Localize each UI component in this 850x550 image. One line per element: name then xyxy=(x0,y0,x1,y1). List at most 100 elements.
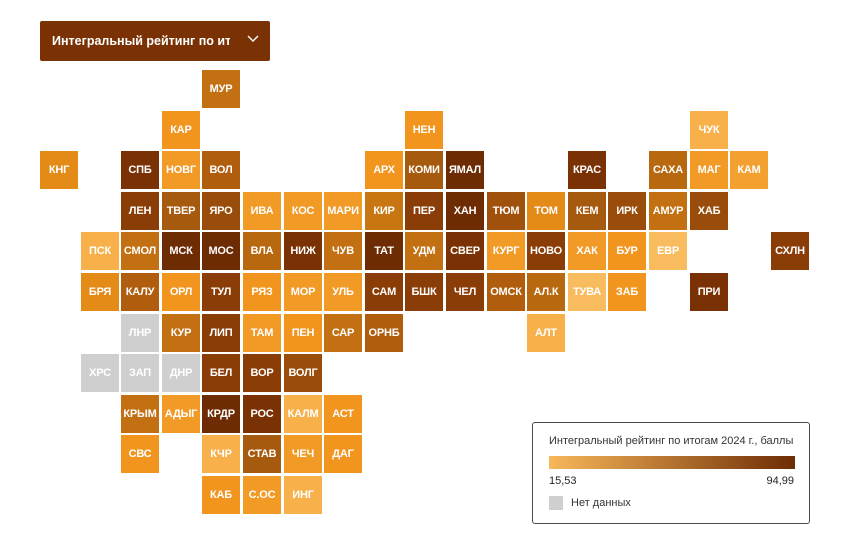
region-tile-амур[interactable]: АМУР xyxy=(649,192,687,230)
region-tile-бур[interactable]: БУР xyxy=(608,232,646,270)
region-tile-евр[interactable]: ЕВР xyxy=(649,232,687,270)
region-tile-крым[interactable]: КРЫМ xyxy=(121,395,159,433)
legend-max-value: 94,99 xyxy=(766,475,794,487)
region-tile-мор[interactable]: МОР xyxy=(284,273,322,311)
region-tile-сам[interactable]: САМ xyxy=(365,273,403,311)
region-tile-ниж[interactable]: НИЖ xyxy=(284,232,322,270)
region-tile-волг[interactable]: ВОЛГ xyxy=(284,354,322,392)
region-tile-аст[interactable]: АСТ xyxy=(324,395,362,433)
region-tile-саха[interactable]: САХА xyxy=(649,151,687,189)
region-tile-днр[interactable]: ДНР xyxy=(162,354,200,392)
region-tile-тува[interactable]: ТУВА xyxy=(568,273,606,311)
region-tile-бшк[interactable]: БШК xyxy=(405,273,443,311)
region-tile-кир[interactable]: КИР xyxy=(365,192,403,230)
region-tile-свс[interactable]: СВС xyxy=(121,435,159,473)
region-tile-сар[interactable]: САР xyxy=(324,314,362,352)
region-tile-смол[interactable]: СМОЛ xyxy=(121,232,159,270)
region-tile-чув[interactable]: ЧУВ xyxy=(324,232,362,270)
region-tile-кчр[interactable]: КЧР xyxy=(202,435,240,473)
region-tile-там[interactable]: ТАМ xyxy=(243,314,281,352)
region-tile-лип[interactable]: ЛИП xyxy=(202,314,240,352)
region-tile-мари[interactable]: МАРИ xyxy=(324,192,362,230)
region-tile-кам[interactable]: КАМ xyxy=(730,151,768,189)
region-tile-став[interactable]: СТАВ xyxy=(243,435,281,473)
region-tile-мур[interactable]: МУР xyxy=(202,70,240,108)
no-data-label: Нет данных xyxy=(571,497,631,509)
region-tile-тат[interactable]: ТАТ xyxy=(365,232,403,270)
region-tile-нен[interactable]: НЕН xyxy=(405,111,443,149)
legend-min-value: 15,53 xyxy=(549,475,577,487)
region-tile-сос[interactable]: С.ОС xyxy=(243,476,281,514)
region-tile-кос[interactable]: КОС xyxy=(284,192,322,230)
region-tile-крас[interactable]: КРАС xyxy=(568,151,606,189)
region-tile-пск[interactable]: ПСК xyxy=(81,232,119,270)
region-tile-при[interactable]: ПРИ xyxy=(690,273,728,311)
region-tile-вол[interactable]: ВОЛ xyxy=(202,151,240,189)
region-tile-удм[interactable]: УДМ xyxy=(405,232,443,270)
region-tile-чел[interactable]: ЧЕЛ xyxy=(446,273,484,311)
region-tile-коми[interactable]: КОМИ xyxy=(405,151,443,189)
region-tile-бря[interactable]: БРЯ xyxy=(81,273,119,311)
region-tile-орнб[interactable]: ОРНБ xyxy=(365,314,403,352)
region-tile-алт[interactable]: АЛТ xyxy=(527,314,565,352)
region-tile-том[interactable]: ТОМ xyxy=(527,192,565,230)
region-tile-зап[interactable]: ЗАП xyxy=(121,354,159,392)
region-tile-уль[interactable]: УЛЬ xyxy=(324,273,362,311)
region-tile-ряз[interactable]: РЯЗ xyxy=(243,273,281,311)
region-tile-калм[interactable]: КАЛМ xyxy=(284,395,322,433)
region-tile-заб[interactable]: ЗАБ xyxy=(608,273,646,311)
region-tile-кур[interactable]: КУР xyxy=(162,314,200,352)
region-tile-крдр[interactable]: КРДР xyxy=(202,395,240,433)
region-tile-твер[interactable]: ТВЕР xyxy=(162,192,200,230)
region-tile-арх[interactable]: АРХ xyxy=(365,151,403,189)
region-tile-свер[interactable]: СВЕР xyxy=(446,232,484,270)
region-tile-спб[interactable]: СПБ xyxy=(121,151,159,189)
region-tile-ямал[interactable]: ЯМАЛ xyxy=(446,151,484,189)
region-tile-лен[interactable]: ЛЕН xyxy=(121,192,159,230)
region-tile-вла[interactable]: ВЛА xyxy=(243,232,281,270)
region-tile-мос[interactable]: МОС xyxy=(202,232,240,270)
region-tile-хак[interactable]: ХАК xyxy=(568,232,606,270)
region-tile-ново[interactable]: НОВО xyxy=(527,232,565,270)
region-tile-кнг[interactable]: КНГ xyxy=(40,151,78,189)
no-data-swatch xyxy=(549,496,563,510)
region-tile-инг[interactable]: ИНГ xyxy=(284,476,322,514)
region-tile-кург[interactable]: КУРГ xyxy=(487,232,525,270)
region-tile-орл[interactable]: ОРЛ xyxy=(162,273,200,311)
region-tile-кем[interactable]: КЕМ xyxy=(568,192,606,230)
region-tile-лнр[interactable]: ЛНР xyxy=(121,314,159,352)
legend: Интегральный рейтинг по итогам 2024 г., … xyxy=(532,422,810,524)
region-tile-маг[interactable]: МАГ xyxy=(690,151,728,189)
region-tile-яро[interactable]: ЯРО xyxy=(202,192,240,230)
region-tile-тюм[interactable]: ТЮМ xyxy=(487,192,525,230)
region-tile-адыг[interactable]: АДЫГ xyxy=(162,395,200,433)
region-tile-чеч[interactable]: ЧЕЧ xyxy=(284,435,322,473)
region-tile-хаб[interactable]: ХАБ xyxy=(690,192,728,230)
region-tile-пер[interactable]: ПЕР xyxy=(405,192,443,230)
region-tile-новг[interactable]: НОВГ xyxy=(162,151,200,189)
indicator-dropdown-label: Интегральный рейтинг по ито... xyxy=(52,34,230,48)
region-tile-схлн[interactable]: СХЛН xyxy=(771,232,809,270)
region-tile-пен[interactable]: ПЕН xyxy=(284,314,322,352)
region-tile-кар[interactable]: КАР xyxy=(162,111,200,149)
region-tile-бел[interactable]: БЕЛ xyxy=(202,354,240,392)
region-tile-ирк[interactable]: ИРК xyxy=(608,192,646,230)
region-tile-вор[interactable]: ВОР xyxy=(243,354,281,392)
legend-title: Интегральный рейтинг по итогам 2024 г., … xyxy=(549,435,794,447)
region-tile-хан[interactable]: ХАН xyxy=(446,192,484,230)
region-tile-калу[interactable]: КАЛУ xyxy=(121,273,159,311)
region-tile-каб[interactable]: КАБ xyxy=(202,476,240,514)
region-tile-рос[interactable]: РОС xyxy=(243,395,281,433)
region-tile-мск[interactable]: МСК xyxy=(162,232,200,270)
legend-color-scale xyxy=(549,456,795,469)
region-tile-алк[interactable]: АЛ.К xyxy=(527,273,565,311)
region-tile-чук[interactable]: ЧУК xyxy=(690,111,728,149)
region-tile-ива[interactable]: ИВА xyxy=(243,192,281,230)
chevron-down-icon xyxy=(247,35,259,42)
region-tile-даг[interactable]: ДАГ xyxy=(324,435,362,473)
region-tile-тул[interactable]: ТУЛ xyxy=(202,273,240,311)
region-tile-хрс[interactable]: ХРС xyxy=(81,354,119,392)
indicator-dropdown[interactable]: Интегральный рейтинг по ито... xyxy=(40,21,270,61)
region-tile-омск[interactable]: ОМСК xyxy=(487,273,525,311)
